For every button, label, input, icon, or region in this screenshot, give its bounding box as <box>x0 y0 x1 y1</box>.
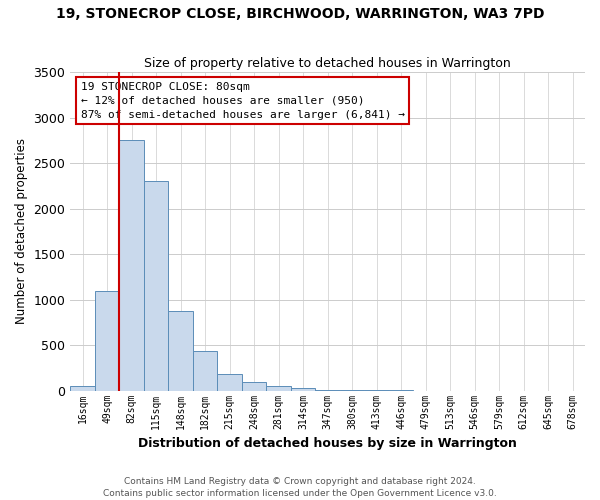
Bar <box>169 310 193 390</box>
Bar <box>266 386 291 390</box>
Bar <box>193 352 217 391</box>
Text: 19, STONECROP CLOSE, BIRCHWOOD, WARRINGTON, WA3 7PD: 19, STONECROP CLOSE, BIRCHWOOD, WARRINGT… <box>56 8 544 22</box>
Bar <box>242 382 266 390</box>
Bar <box>70 386 95 390</box>
Bar <box>144 182 169 390</box>
Bar <box>291 388 316 390</box>
Text: Contains HM Land Registry data © Crown copyright and database right 2024.
Contai: Contains HM Land Registry data © Crown c… <box>103 476 497 498</box>
Text: 19 STONECROP CLOSE: 80sqm
← 12% of detached houses are smaller (950)
87% of semi: 19 STONECROP CLOSE: 80sqm ← 12% of detac… <box>80 82 404 120</box>
Bar <box>119 140 144 390</box>
X-axis label: Distribution of detached houses by size in Warrington: Distribution of detached houses by size … <box>138 437 517 450</box>
Y-axis label: Number of detached properties: Number of detached properties <box>15 138 28 324</box>
Bar <box>217 374 242 390</box>
Bar <box>95 290 119 390</box>
Title: Size of property relative to detached houses in Warrington: Size of property relative to detached ho… <box>144 56 511 70</box>
